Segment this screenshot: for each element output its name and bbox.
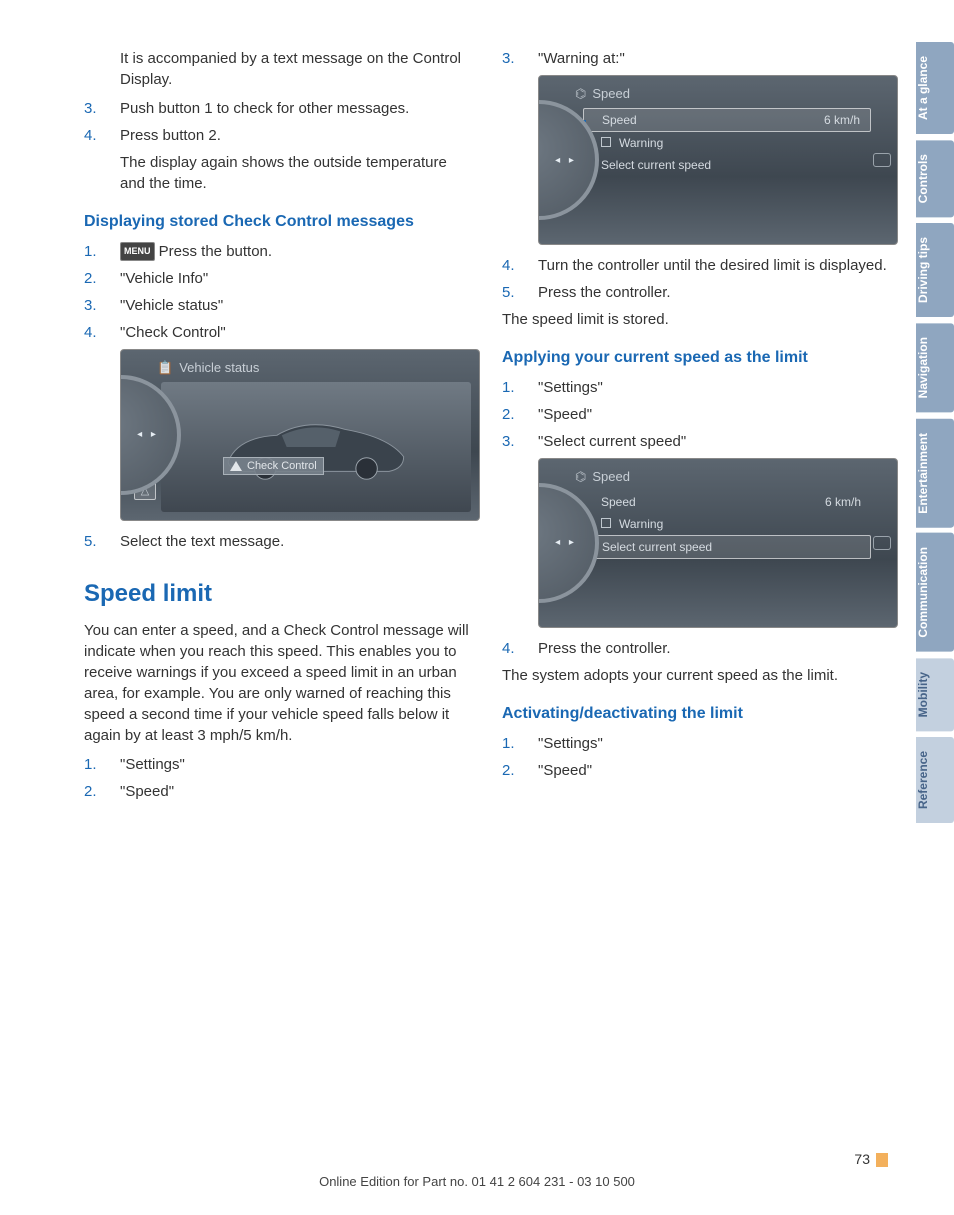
- sd2-row-warning: Warning: [583, 513, 871, 535]
- tab-navigation[interactable]: Navigation: [916, 323, 954, 412]
- speed-display-2: ⌬ Speed Speed 6 km/h Warning Select curre…: [538, 458, 898, 628]
- apply-step-4: Press the controller.: [502, 638, 892, 659]
- warning-at-step: "Warning at:": [502, 48, 892, 69]
- speed-stored-text: The speed limit is stored.: [502, 309, 892, 330]
- checkbox-icon: [601, 137, 611, 147]
- sd2-speed-value: 6 km/h: [825, 495, 861, 509]
- heading-apply-speed: Applying your current speed as the limit: [502, 348, 892, 369]
- adopt-text: The system adopts your current speed as …: [502, 665, 892, 686]
- side-tabs: At a glance Controls Driving tips Naviga…: [916, 0, 954, 1215]
- heading-speed-limit: Speed limit: [84, 580, 474, 608]
- heading-activate: Activating/deactivating the limit: [502, 704, 892, 725]
- press-button-text: Press the button.: [155, 243, 273, 260]
- apply-step-3: "Select current speed": [502, 431, 892, 452]
- tab-at-a-glance[interactable]: At a glance: [916, 42, 954, 134]
- media-icon: [873, 153, 891, 167]
- act-step-2: "Speed": [502, 760, 892, 781]
- stored-step-1: MENU Press the button.: [84, 241, 474, 262]
- sd1-warning-label: Warning: [619, 136, 663, 150]
- stored-step-2: "Vehicle Info": [84, 268, 474, 289]
- sd1-select-label: Select current speed: [601, 158, 711, 172]
- warn-step-4: Turn the controller until the desired li…: [502, 255, 892, 276]
- apply-steps: "Settings" "Speed" "Select current speed…: [502, 377, 892, 452]
- warning-tri-icon: [230, 461, 242, 471]
- page-root: It is accompanied by a text message on t…: [0, 0, 954, 1215]
- outside-temp-text: The display again shows the outside temp…: [84, 152, 474, 194]
- car-illustration: Check Control: [161, 382, 471, 512]
- tab-reference[interactable]: Reference: [916, 737, 954, 823]
- tab-entertainment[interactable]: Entertainment: [916, 419, 954, 528]
- stored-step-5: Select the text message.: [84, 531, 474, 552]
- speed-limit-desc: You can enter a speed, and a Check Contr…: [84, 620, 474, 746]
- gauge-icon: ⌬: [575, 469, 586, 484]
- sd1-title-text: Speed: [592, 86, 630, 101]
- sd2-speed-label: Speed: [601, 495, 636, 509]
- speed-step-2: "Speed": [84, 781, 474, 802]
- warn-step-5: Press the controller.: [502, 282, 892, 303]
- tab-driving-tips[interactable]: Driving tips: [916, 223, 954, 317]
- sd2-select-label: Select current speed: [602, 540, 712, 554]
- sd2-title-text: Speed: [592, 469, 630, 484]
- tab-mobility[interactable]: Mobility: [916, 658, 954, 731]
- sd2-row-select: Select current speed: [583, 535, 871, 559]
- tab-controls[interactable]: Controls: [916, 140, 954, 217]
- cc-label-text: Check Control: [247, 460, 317, 472]
- speed-steps: "Settings" "Speed": [84, 754, 474, 802]
- warn-steps-45: Turn the controller until the desired li…: [502, 255, 892, 303]
- sd1-row-warning: Warning: [583, 132, 871, 154]
- right-column: "Warning at:" ⌬ Speed Speed 6 km/h Warnin…: [502, 48, 892, 1175]
- menu-button-icon: MENU: [120, 242, 155, 261]
- heading-stored-cc: Displaying stored Check Control messages: [84, 212, 474, 233]
- tab-communication[interactable]: Communication: [916, 533, 954, 652]
- page-number: 73: [854, 1151, 870, 1167]
- sd1-speed-label: Speed: [602, 113, 637, 127]
- sd1-speed-value: 6 km/h: [824, 113, 860, 127]
- activate-steps: "Settings" "Speed": [502, 733, 892, 781]
- gauge-icon: ⌬: [575, 86, 586, 101]
- intro-text: It is accompanied by a text message on t…: [84, 48, 474, 90]
- speed-step-1: "Settings": [84, 754, 474, 775]
- steps-top: Push button 1 to check for other message…: [84, 98, 474, 146]
- sd2-title: ⌬ Speed: [547, 467, 889, 491]
- sd1-title: ⌬ Speed: [547, 84, 889, 108]
- stored-steps: MENU Press the button. "Vehicle Info" "V…: [84, 241, 474, 343]
- content-area: It is accompanied by a text message on t…: [0, 0, 916, 1215]
- warn-step3: "Warning at:": [502, 48, 892, 69]
- vs-title: 📋 Vehicle status: [129, 358, 471, 382]
- check-control-label: Check Control: [223, 457, 324, 475]
- clipboard-icon: 📋: [157, 360, 173, 375]
- vehicle-status-display: 📋 Vehicle status (!) (!)INIT ▭ 🛢 △: [120, 349, 480, 521]
- sd1-row-speed: Speed 6 km/h: [583, 108, 871, 132]
- apply-step4: Press the controller.: [502, 638, 892, 659]
- step-4: Press button 2.: [84, 125, 474, 146]
- speed-display-1: ⌬ Speed Speed 6 km/h Warning Select curre…: [538, 75, 898, 245]
- stored-step-3: "Vehicle status": [84, 295, 474, 316]
- step-3: Push button 1 to check for other message…: [84, 98, 474, 119]
- sd2-warning-label: Warning: [619, 517, 663, 531]
- apply-step-2: "Speed": [502, 404, 892, 425]
- media-icon: [873, 536, 891, 550]
- footer-text: Online Edition for Part no. 01 41 2 604 …: [0, 1174, 954, 1189]
- left-column: It is accompanied by a text message on t…: [84, 48, 474, 1175]
- act-step-1: "Settings": [502, 733, 892, 754]
- sd1-row-select: Select current speed: [583, 154, 871, 176]
- vs-title-text: Vehicle status: [179, 360, 259, 375]
- sd2-row-speed: Speed 6 km/h: [583, 491, 871, 513]
- stored-step5-list: Select the text message.: [84, 531, 474, 552]
- checkbox-icon: [601, 518, 611, 528]
- vs-body: (!) (!)INIT ▭ 🛢 △: [129, 382, 471, 512]
- stored-step-4: "Check Control": [84, 322, 474, 343]
- apply-step-1: "Settings": [502, 377, 892, 398]
